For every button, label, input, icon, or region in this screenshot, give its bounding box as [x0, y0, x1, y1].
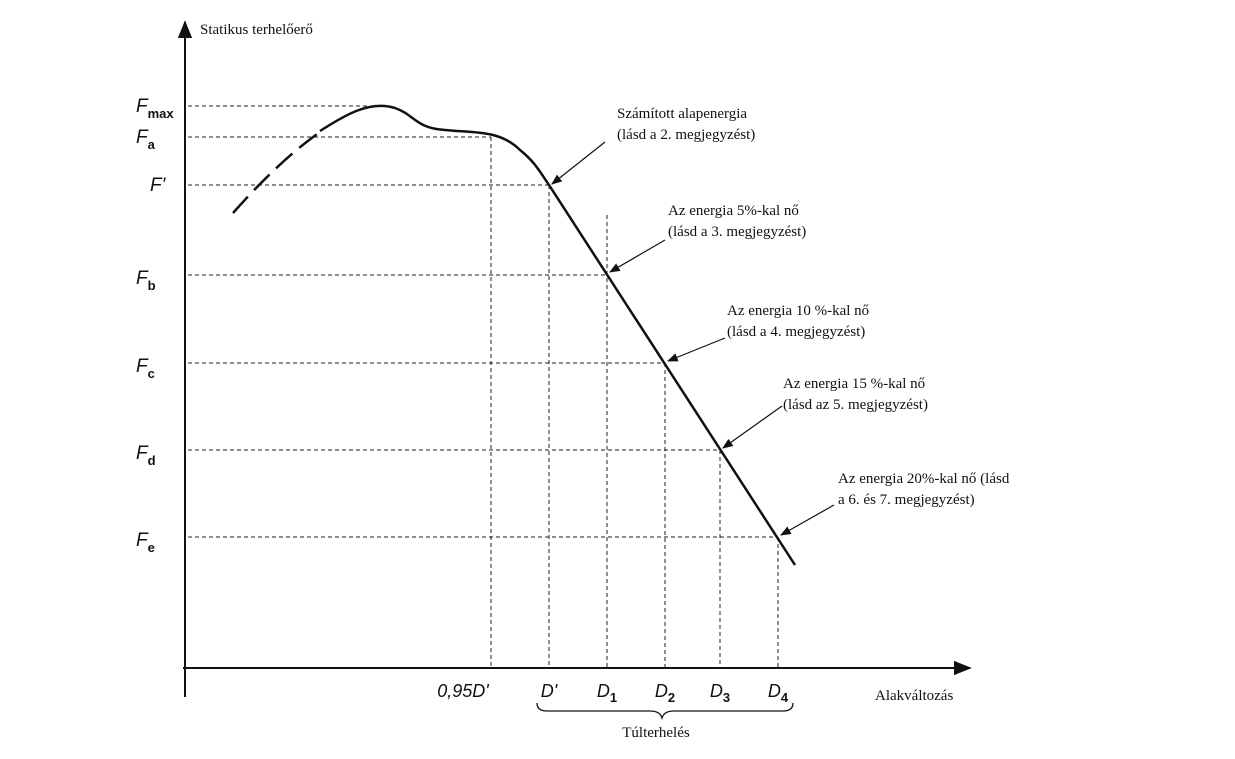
annotation-text: (lásd a 3. megjegyzést) [668, 224, 806, 240]
y-label: Fa [136, 127, 156, 152]
x-label: 0,95D' [437, 681, 489, 701]
x-label: D4 [768, 681, 789, 705]
curve-dashed [232, 130, 321, 214]
y-label: Fe [136, 530, 155, 555]
x-label: D3 [710, 681, 730, 705]
x-label-base: D [655, 681, 668, 701]
x-label: D1 [597, 681, 617, 705]
annotation-arrow [666, 337, 726, 362]
annotation-arrow [609, 239, 666, 273]
annotation-text: Az energia 15 %-kal nő [783, 376, 925, 392]
y-axis-label: Statikus terhelőerő [200, 22, 313, 38]
x-label-sub: 2 [668, 690, 675, 705]
annotation-text: Az energia 20%-kal nő (lásd [838, 471, 1010, 487]
y-label-sub: max [148, 106, 175, 121]
annotation-arrow [722, 405, 783, 449]
annotation-text: (lásd az 5. megjegyzést) [783, 397, 928, 413]
y-label-sub: c [148, 366, 155, 381]
y-label-sub: d [148, 453, 156, 468]
x-label: D' [541, 681, 558, 701]
y-label-sub: a [148, 137, 156, 152]
x-label-sub: 4 [781, 690, 789, 705]
y-label-sub: e [148, 540, 155, 555]
y-label: Fmax [136, 96, 174, 121]
annotation-text: (lásd a 4. megjegyzést) [727, 324, 865, 340]
y-label: Fd [136, 443, 156, 468]
bracket-label: Túlterhelés [622, 725, 690, 741]
x-label-base: 0,95D' [437, 681, 489, 701]
x-label-base: D' [541, 681, 558, 701]
x-label: D2 [655, 681, 675, 705]
y-label-base: F' [150, 175, 167, 196]
y-label: Fb [136, 268, 156, 293]
x-label-base: D [710, 681, 723, 701]
y-label: F' [150, 175, 167, 196]
annotation-arrow [780, 504, 835, 536]
y-label-base: F [136, 530, 149, 551]
y-label-base: F [136, 127, 149, 148]
x-axis-label: Alakváltozás [875, 688, 953, 704]
x-label-sub: 3 [723, 690, 730, 705]
layer: Statikus terhelőerőAlakváltozásFmaxFaF'F… [136, 20, 1010, 741]
y-label-base: F [136, 96, 149, 117]
y-label-base: F [136, 356, 149, 377]
y-label-base: F [136, 443, 149, 464]
x-label-base: D [768, 681, 781, 701]
y-label: Fc [136, 356, 155, 381]
annotation-text: a 6. és 7. megjegyzést) [838, 492, 975, 508]
annotation-text: Számított alapenergia [617, 106, 747, 122]
curve [319, 104, 797, 566]
annotation-text: (lásd a 2. megjegyzést) [617, 127, 755, 143]
x-label-sub: 1 [610, 690, 617, 705]
annotation-text: Az energia 5%-kal nő [668, 203, 799, 219]
y-label-sub: b [148, 278, 156, 293]
y-label-base: F [136, 268, 149, 289]
annotation-text: Az energia 10 %-kal nő [727, 303, 869, 319]
x-label-base: D [597, 681, 610, 701]
overload-bracket [536, 702, 794, 721]
annotation-arrow [551, 141, 606, 185]
